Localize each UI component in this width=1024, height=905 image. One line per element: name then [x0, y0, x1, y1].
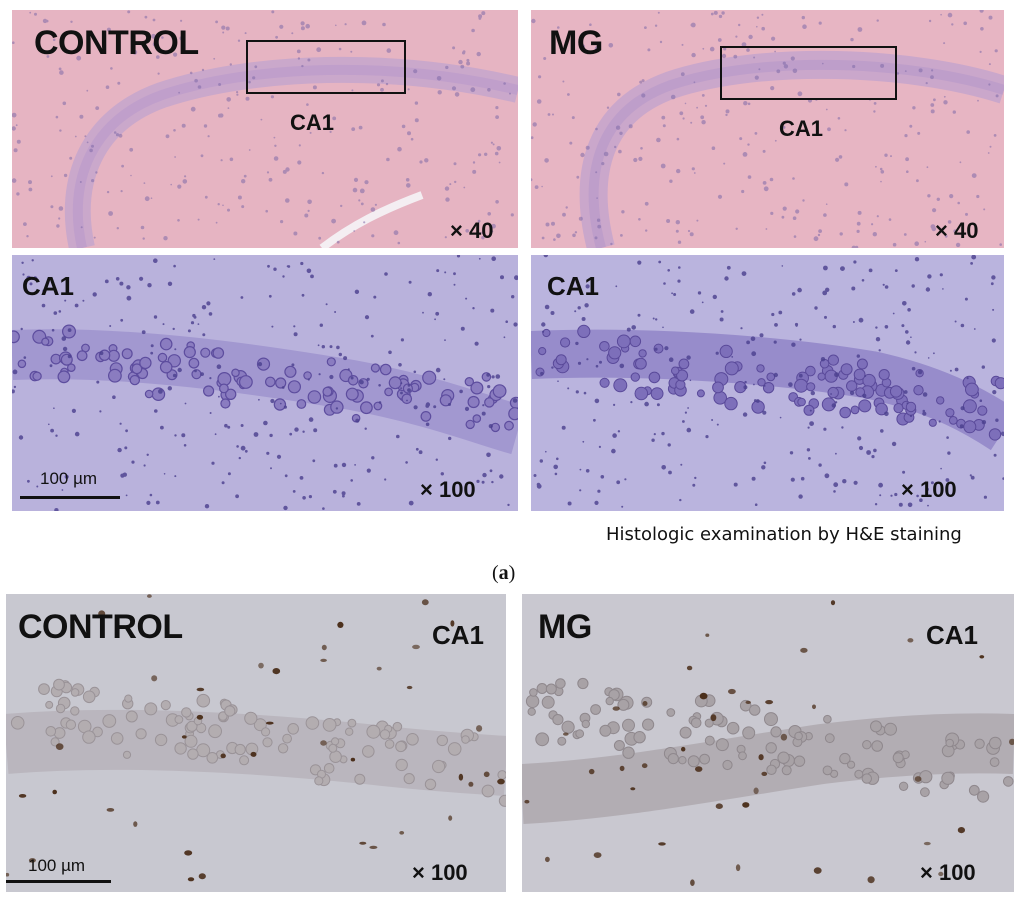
ca1-region-box: [720, 46, 897, 100]
figure-part-letter: a: [498, 562, 509, 584]
he-control-40x-panel: CONTROL CA1 × 40: [12, 10, 518, 248]
he-staining-caption: Histologic examination by H&E staining: [606, 524, 962, 545]
region-label: CA1: [290, 110, 335, 135]
he-control-100x-panel: CA1 100 µm × 100: [12, 255, 518, 511]
region-label: CA1: [22, 271, 75, 301]
ihc-control-100x-panel: CONTROL CA1 100 µm × 100: [6, 594, 506, 892]
he-mg-40x-panel: MG CA1 × 40: [531, 10, 1004, 248]
ihc-mg-100x-micrograph: [522, 594, 1014, 892]
he-mg-40x-micrograph: [531, 10, 1004, 248]
magnification-label: × 40: [935, 218, 979, 243]
figure-part-open-paren: (: [492, 562, 499, 584]
magnification-label: × 100: [420, 477, 476, 502]
scale-bar-label: 100 µm: [40, 469, 98, 488]
panel-title: CONTROL: [34, 24, 199, 62]
region-label: CA1: [547, 271, 600, 301]
ihc-control-100x-micrograph: [6, 594, 506, 892]
magnification-label: × 40: [450, 218, 494, 243]
he-mg-100x-panel: CA1 × 100: [531, 255, 1004, 511]
ca1-region-box: [246, 40, 406, 94]
panel-title: MG: [538, 608, 592, 646]
scale-bar: [20, 496, 120, 499]
panel-title: MG: [549, 24, 603, 62]
scale-bar-label: 100 µm: [28, 856, 86, 875]
he-mg-100x-micrograph: [531, 255, 1004, 511]
he-control-100x-micrograph: [12, 255, 518, 511]
magnification-label: × 100: [412, 860, 468, 885]
region-label: CA1: [432, 620, 485, 650]
region-label: CA1: [926, 620, 979, 650]
scale-bar: [6, 880, 111, 883]
he-control-40x-micrograph: [12, 10, 518, 248]
figure-part-close-paren: ): [508, 562, 516, 584]
figure-part-label: (a): [492, 562, 515, 585]
panel-title: CONTROL: [18, 608, 183, 646]
magnification-label: × 100: [901, 477, 957, 502]
ihc-mg-100x-panel: MG CA1 × 100: [522, 594, 1014, 892]
magnification-label: × 100: [920, 860, 976, 885]
region-label: CA1: [779, 116, 824, 141]
